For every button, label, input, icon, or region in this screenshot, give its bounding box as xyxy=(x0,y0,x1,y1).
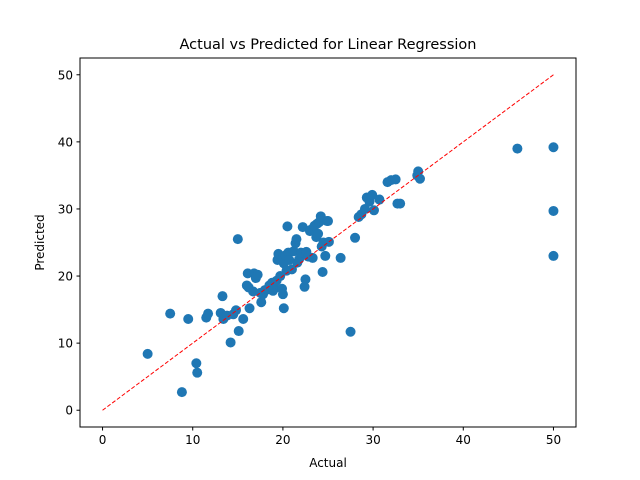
reference-line xyxy=(102,74,554,411)
chart-marks xyxy=(102,74,559,411)
data-point xyxy=(252,269,263,280)
data-point xyxy=(203,308,214,319)
y-axis-title: Predicted xyxy=(33,214,47,270)
data-point xyxy=(277,289,288,300)
data-point xyxy=(300,274,311,285)
data-point xyxy=(390,174,401,185)
x-tick-label: 0 xyxy=(99,433,107,447)
x-tick-label: 40 xyxy=(456,433,471,447)
data-point xyxy=(165,308,176,319)
data-point xyxy=(284,254,295,265)
y-tick-label: 40 xyxy=(58,135,73,149)
data-point xyxy=(548,250,559,261)
data-point xyxy=(359,203,370,214)
data-point xyxy=(244,303,255,314)
plot-frame xyxy=(79,57,577,428)
data-point xyxy=(191,358,202,369)
data-point xyxy=(299,281,310,292)
data-point xyxy=(323,216,333,227)
data-point xyxy=(192,367,203,378)
y-tick-label: 10 xyxy=(58,337,73,351)
chart-title: Actual vs Predicted for Linear Regressio… xyxy=(180,37,477,53)
x-tick-label: 10 xyxy=(185,433,200,447)
y-tick-label: 0 xyxy=(65,404,73,418)
y-tick-label: 20 xyxy=(58,270,73,284)
data-point xyxy=(217,291,228,302)
y-tick-label: 50 xyxy=(58,68,73,82)
data-point xyxy=(374,194,385,205)
data-point xyxy=(335,252,346,263)
x-tick-label: 20 xyxy=(275,433,290,447)
x-axis-title: Actual xyxy=(309,456,347,470)
data-point xyxy=(225,337,236,348)
data-point xyxy=(291,234,302,245)
data-point xyxy=(278,303,289,314)
data-point xyxy=(512,143,523,154)
data-point xyxy=(231,305,242,316)
data-point xyxy=(320,250,331,261)
data-point xyxy=(176,387,187,398)
y-axis: 0 10 20 30 40 50 xyxy=(58,68,80,418)
data-point xyxy=(317,267,328,278)
data-point xyxy=(232,234,243,245)
data-point xyxy=(548,205,559,216)
x-tick-label: 50 xyxy=(546,433,561,447)
data-point xyxy=(395,198,406,209)
data-point xyxy=(345,326,356,337)
data-point xyxy=(233,326,244,337)
data-point xyxy=(183,313,194,324)
data-point xyxy=(313,228,324,239)
data-point xyxy=(548,142,559,153)
data-point xyxy=(368,205,379,216)
x-tick-label: 30 xyxy=(365,433,380,447)
x-axis: 0 10 20 30 40 50 xyxy=(99,427,561,447)
data-point xyxy=(256,297,267,308)
data-point xyxy=(142,348,153,359)
y-tick-label: 30 xyxy=(58,202,73,216)
data-point xyxy=(282,221,293,232)
data-point xyxy=(238,313,249,324)
data-point xyxy=(414,173,425,184)
data-point xyxy=(367,189,378,200)
data-point xyxy=(350,232,361,243)
